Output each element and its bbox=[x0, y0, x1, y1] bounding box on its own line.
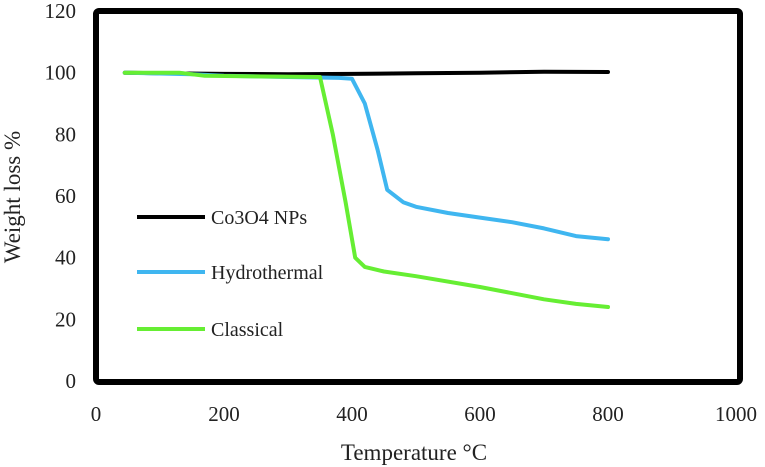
series-line-hydrothermal bbox=[122, 70, 610, 242]
series-line-classical bbox=[122, 70, 610, 309]
plot-frame bbox=[93, 8, 743, 385]
legend-label: Hydrothermal bbox=[211, 262, 324, 284]
y-tick-label: 120 bbox=[45, 0, 77, 23]
y-tick-label: 40 bbox=[55, 246, 76, 270]
legend-label: Co3O4 NPs bbox=[211, 207, 307, 229]
x-tick-label: 200 bbox=[208, 402, 240, 426]
y-tick-label: 80 bbox=[55, 122, 76, 146]
x-tick-label: 0 bbox=[91, 402, 102, 426]
x-tick-label: 600 bbox=[464, 402, 496, 426]
x-tick-label: 800 bbox=[592, 402, 624, 426]
legend: Co3O4 NPs Hydrothermal Classical bbox=[137, 207, 324, 341]
y-axis-title: Weight loss % bbox=[0, 131, 25, 263]
y-tick-label: 0 bbox=[66, 369, 77, 393]
legend-label: Classical bbox=[211, 319, 284, 341]
y-tick-label: 20 bbox=[55, 307, 76, 331]
x-tick-label: 400 bbox=[336, 402, 368, 426]
y-tick-label: 60 bbox=[55, 184, 76, 208]
y-tick-label: 100 bbox=[45, 61, 77, 85]
x-tick-label: 1000 bbox=[715, 402, 757, 426]
x-axis-title: Temperature °C bbox=[341, 440, 487, 465]
